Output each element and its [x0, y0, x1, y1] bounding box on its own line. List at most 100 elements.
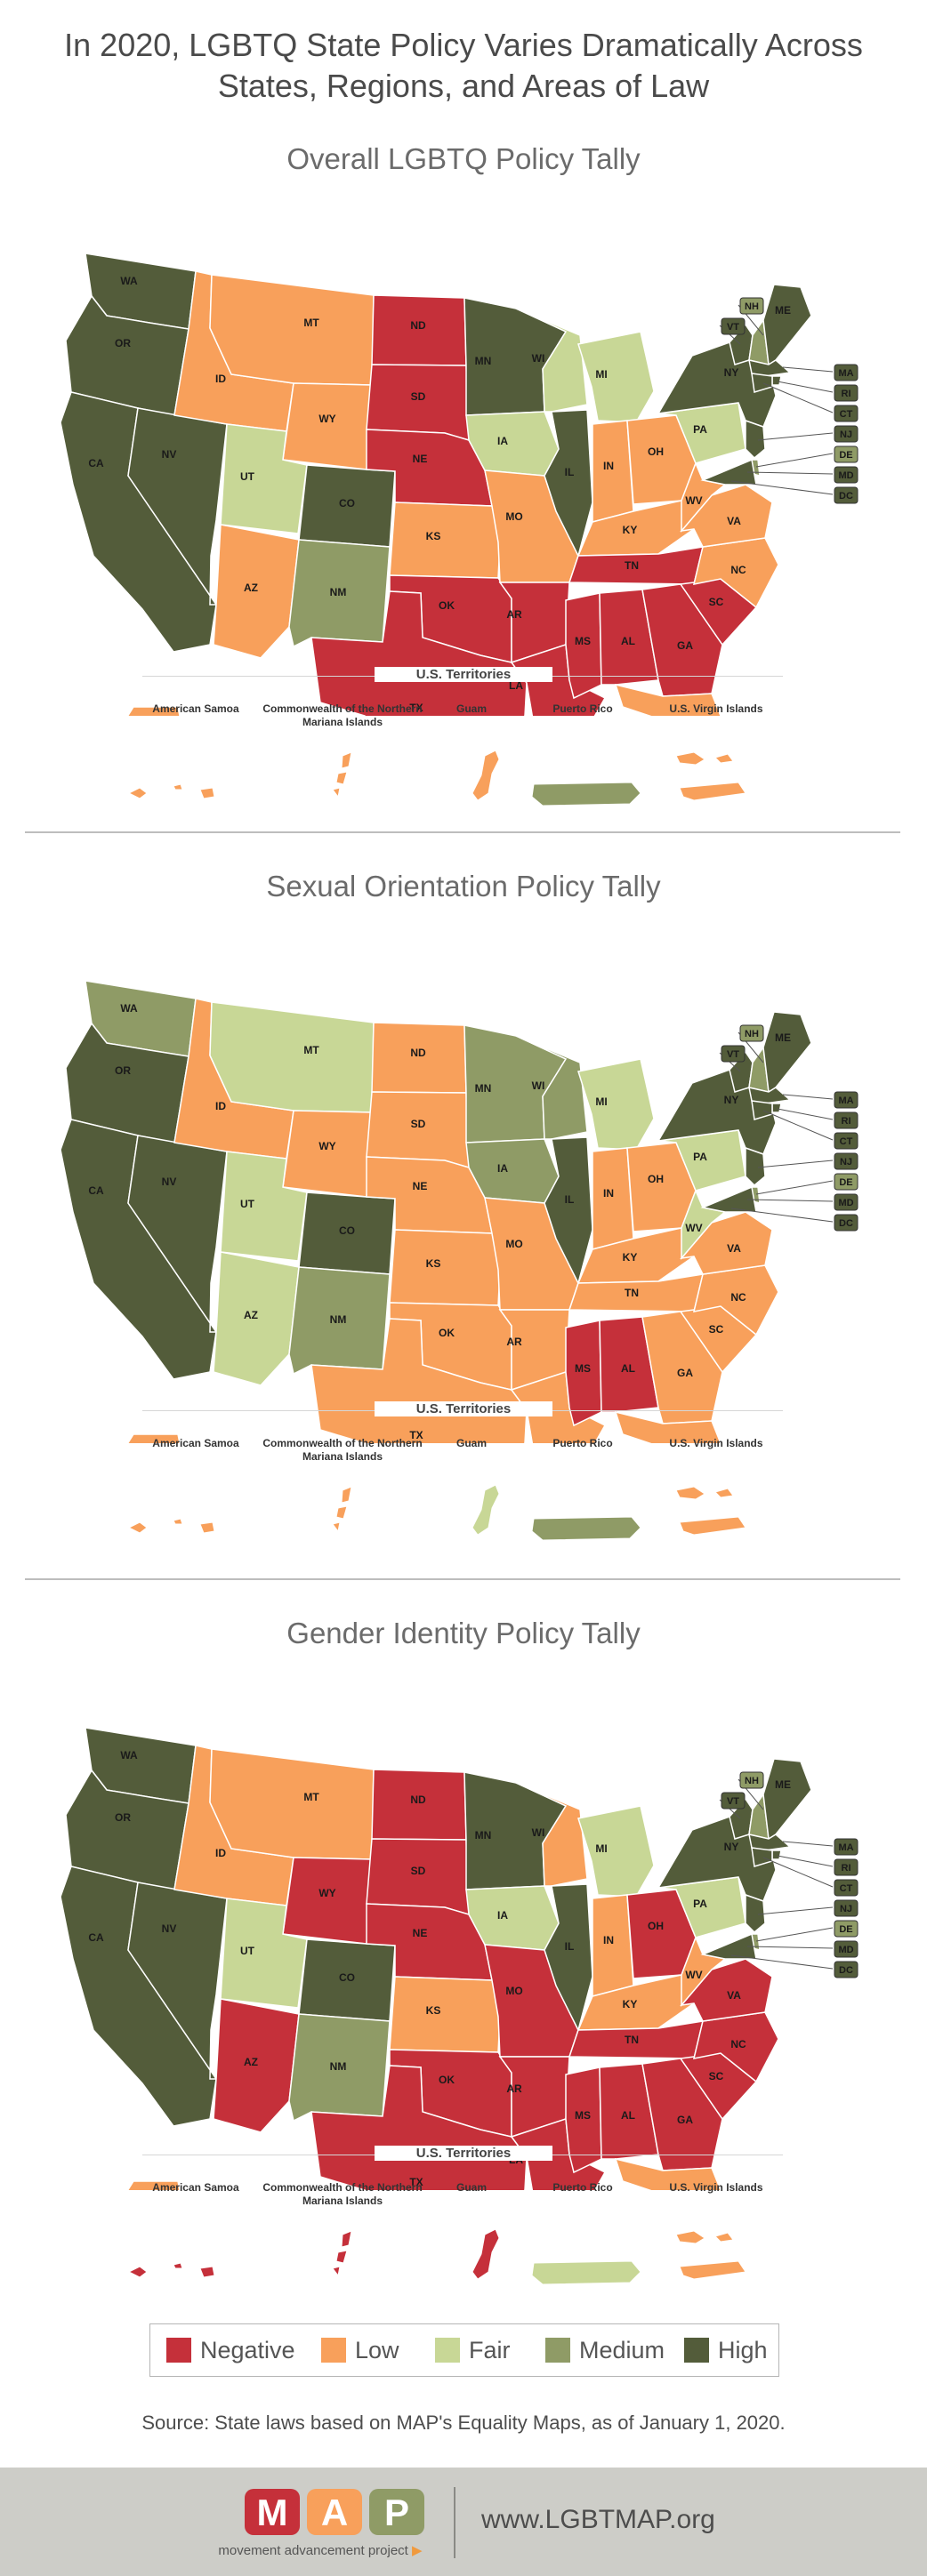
state-tag-label-ct: CT: [840, 409, 853, 420]
state-il: [544, 409, 593, 558]
state-label-wy: WY: [318, 1887, 335, 1899]
state-label-wi: WI: [532, 352, 545, 365]
state-label-in: IN: [603, 1934, 614, 1946]
state-label-ca: CA: [88, 457, 104, 469]
state-label-id: ID: [215, 1847, 226, 1859]
states-group: [60, 1727, 812, 2190]
state-label-ne: NE: [413, 453, 428, 465]
legend-swatch-low: [321, 2338, 346, 2363]
state-tag-label-ma: MA: [838, 368, 853, 379]
state-me: [762, 1758, 812, 1841]
map-logo: M A P: [245, 2489, 424, 2535]
footer-separator: [454, 2487, 455, 2558]
territory-label-u-s-virgin-islands: U.S. Virgin Islands: [669, 1437, 763, 1449]
state-label-mt: MT: [303, 1791, 319, 1803]
state-co: [298, 464, 396, 548]
state-tag-md: [834, 466, 858, 484]
state-label-tx: TX: [409, 702, 423, 714]
state-tag-md: [834, 1940, 858, 1958]
state-tag-label-nj: NJ: [840, 1904, 852, 1914]
state-label-ne: NE: [413, 1180, 428, 1192]
state-label-nc: NC: [730, 564, 746, 576]
state-ks: [389, 1229, 501, 1306]
callout-line-ri: [777, 1855, 834, 1867]
state-fl: [614, 1410, 721, 1443]
state-label-ny: NY: [724, 1841, 739, 1853]
state-label-tx: TX: [409, 2176, 423, 2188]
territory-label-commonwealth-of-the-northern-mariana-islands: Commonwealth of the Northern Mariana Isl…: [262, 1437, 423, 1463]
state-tag-ct: [834, 405, 858, 422]
state-tag-label-nj: NJ: [840, 1157, 852, 1168]
state-mt: [209, 274, 375, 386]
callout-line-nj: [757, 1160, 834, 1168]
legend-label-low: Low: [355, 2337, 399, 2363]
state-label-in: IN: [603, 460, 614, 472]
state-tag-label-ri: RI: [842, 1116, 851, 1127]
territory-shape-guam: [472, 2228, 500, 2280]
state-label-ms: MS: [575, 635, 591, 647]
callout-line-ma: [782, 366, 834, 373]
state-tag-label-dc: DC: [839, 491, 853, 502]
state-label-or: OR: [115, 1064, 131, 1077]
state-ak: [126, 2180, 181, 2190]
state-nv: [127, 1882, 228, 2080]
state-label-pa: PA: [693, 423, 707, 436]
territory-label-puerto-rico: Puerto Rico: [552, 702, 613, 715]
state-label-il: IL: [565, 1193, 575, 1206]
state-label-ok: OK: [439, 2074, 455, 2086]
state-label-wa: WA: [120, 1002, 138, 1015]
state-tag-label-vt: VT: [727, 1796, 739, 1807]
territory-label-american-samoa: American Samoa: [152, 2181, 239, 2194]
state-label-nv: NV: [162, 1176, 177, 1188]
legend-swatch-fair: [435, 2338, 460, 2363]
logo-tagline-text: movement advancement project: [218, 2543, 408, 2558]
state-label-al: AL: [621, 2109, 635, 2122]
state-label-wa: WA: [120, 1749, 138, 1761]
state-tag-label-vt: VT: [727, 322, 739, 333]
state-tag-label-md: MD: [838, 1198, 853, 1208]
state-ak: [126, 706, 181, 716]
website-link[interactable]: www.LGBTMAP.org: [481, 2505, 715, 2534]
state-label-co: CO: [339, 1224, 355, 1237]
callout-line-ct: [762, 382, 834, 413]
state-nj: [745, 419, 766, 460]
state-label-ne: NE: [413, 1927, 428, 1939]
state-label-ar: AR: [506, 2082, 522, 2095]
callout-line-dc: [730, 1208, 834, 1223]
callout-line-ma: [782, 1094, 834, 1100]
state-tag-nh: [739, 1771, 764, 1789]
state-tag-ma: [834, 1838, 858, 1856]
map-section-sexual-orientation: Sexual Orientation Policy Tally WA OR CA NV…: [0, 870, 927, 1563]
territory-label-guam: Guam: [455, 702, 487, 715]
state-label-va: VA: [727, 515, 741, 527]
state-tag-vt: [721, 1045, 746, 1063]
state-va: [680, 484, 773, 548]
source-note: Source: State laws based on MAP's Equali…: [141, 2411, 786, 2434]
territories-row-sexual-orientation: American Samoa Commonwealth of the Northe…: [0, 1437, 927, 1561]
state-label-nd: ND: [410, 1047, 426, 1059]
state-il: [544, 1883, 593, 2033]
state-label-wy: WY: [318, 1140, 335, 1152]
territory-label-commonwealth-of-the-northern-mariana-islands: Commonwealth of the Northern Mariana Isl…: [262, 2181, 423, 2207]
states-group: [60, 980, 812, 1443]
state-tn: [568, 2020, 704, 2059]
territory-label-american-samoa: American Samoa: [152, 1437, 239, 1449]
state-tag-label-de: DE: [839, 1924, 852, 1935]
state-label-va: VA: [727, 1242, 741, 1255]
state-nv: [127, 407, 228, 606]
callout-line-md: [746, 471, 834, 475]
state-label-nv: NV: [162, 1922, 177, 1935]
state-tag-nj: [834, 1152, 858, 1170]
us-map-gender-identity: WA OR CA NV ID MT WY UT CO AZ NM ND SD NE KS OK TX MN IA MO…: [60, 1727, 858, 2190]
state-label-mn: MN: [475, 1829, 492, 1842]
state-nj: [745, 1146, 766, 1187]
callout-line-nj: [757, 1906, 834, 1915]
state-label-ky: KY: [623, 1998, 638, 2010]
state-label-ut: UT: [240, 470, 255, 483]
territory-label-u-s-virgin-islands: U.S. Virgin Islands: [669, 2181, 763, 2194]
territory-label-u-s-virgin-islands: U.S. Virgin Islands: [669, 702, 763, 715]
state-tag-label-dc: DC: [839, 1965, 853, 1976]
state-label-tn: TN: [625, 2034, 639, 2046]
state-tag-ct: [834, 1132, 858, 1150]
state-label-ks: KS: [426, 530, 441, 542]
